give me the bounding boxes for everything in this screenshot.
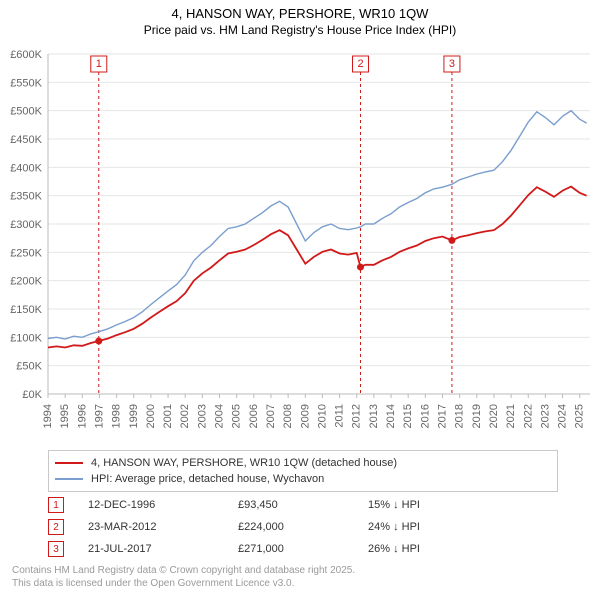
svg-text:1996: 1996: [76, 404, 88, 428]
svg-text:2013: 2013: [368, 404, 380, 428]
svg-text:£600K: £600K: [10, 49, 42, 61]
svg-text:3: 3: [449, 58, 455, 70]
svg-text:£250K: £250K: [10, 247, 42, 259]
sale-price: £271,000: [238, 543, 368, 555]
chart-legend: 4, HANSON WAY, PERSHORE, WR10 1QW (detac…: [48, 450, 558, 492]
svg-text:2015: 2015: [402, 404, 414, 428]
svg-text:2001: 2001: [162, 404, 174, 428]
svg-text:2023: 2023: [539, 404, 551, 428]
sale-marker-box: 1: [48, 497, 64, 513]
price-chart: £0K £50K £100K £150K £200K £250K £300K £350K £40…: [0, 48, 600, 444]
svg-text:£300K: £300K: [10, 219, 42, 231]
sale-marker-box: 3: [48, 541, 64, 557]
footer-line: This data is licensed under the Open Gov…: [12, 578, 588, 591]
svg-text:£100K: £100K: [10, 332, 42, 344]
svg-text:2022: 2022: [522, 404, 534, 428]
svg-text:£200K: £200K: [10, 276, 42, 288]
svg-text:1997: 1997: [93, 404, 105, 428]
sale-delta: 24% ↓ HPI: [368, 521, 488, 533]
svg-text:2: 2: [357, 58, 363, 70]
svg-text:2008: 2008: [282, 404, 294, 428]
svg-text:1994: 1994: [42, 404, 54, 428]
svg-text:£150K: £150K: [10, 304, 42, 316]
sale-delta: 15% ↓ HPI: [368, 499, 488, 511]
svg-text:2007: 2007: [265, 404, 277, 428]
sale-date: 23-MAR-2012: [88, 521, 238, 533]
legend-label: 4, HANSON WAY, PERSHORE, WR10 1QW (detac…: [91, 457, 397, 469]
table-row: 1 12-DEC-1996 £93,450 15% ↓ HPI: [48, 494, 558, 516]
svg-text:2014: 2014: [385, 404, 397, 428]
svg-text:£50K: £50K: [16, 361, 42, 373]
table-row: 2 23-MAR-2012 £224,000 24% ↓ HPI: [48, 516, 558, 538]
sale-marker-box: 2: [48, 519, 64, 535]
svg-text:2002: 2002: [179, 404, 191, 428]
svg-text:2006: 2006: [248, 404, 260, 428]
legend-swatch: [55, 478, 83, 480]
svg-text:1999: 1999: [128, 404, 140, 428]
svg-text:2025: 2025: [574, 404, 586, 428]
page-subtitle: Price paid vs. HM Land Registry's House …: [0, 23, 600, 37]
svg-text:£350K: £350K: [10, 191, 42, 203]
legend-row: HPI: Average price, detached house, Wych…: [55, 471, 551, 487]
svg-text:2009: 2009: [299, 404, 311, 428]
legend-label: HPI: Average price, detached house, Wych…: [91, 473, 324, 485]
svg-text:2020: 2020: [488, 404, 500, 428]
svg-text:2005: 2005: [231, 404, 243, 428]
svg-text:2010: 2010: [316, 404, 328, 428]
svg-text:1995: 1995: [59, 404, 71, 428]
legend-swatch: [55, 462, 83, 464]
page-title: 4, HANSON WAY, PERSHORE, WR10 1QW: [0, 6, 600, 23]
svg-text:2024: 2024: [557, 404, 569, 428]
svg-text:£500K: £500K: [10, 106, 42, 118]
sales-table: 1 12-DEC-1996 £93,450 15% ↓ HPI 2 23-MAR…: [48, 494, 558, 560]
svg-text:2021: 2021: [505, 404, 517, 428]
svg-text:2000: 2000: [145, 404, 157, 428]
svg-text:1: 1: [96, 58, 102, 70]
sale-delta: 26% ↓ HPI: [368, 543, 488, 555]
sale-date: 12-DEC-1996: [88, 499, 238, 511]
attribution-footer: Contains HM Land Registry data © Crown c…: [12, 565, 588, 590]
svg-text:2003: 2003: [196, 404, 208, 428]
sale-price: £224,000: [238, 521, 368, 533]
svg-text:£550K: £550K: [10, 77, 42, 89]
svg-text:2016: 2016: [419, 404, 431, 428]
footer-line: Contains HM Land Registry data © Crown c…: [12, 565, 588, 578]
svg-text:2011: 2011: [334, 404, 346, 428]
svg-text:£0K: £0K: [22, 389, 42, 401]
svg-text:2019: 2019: [471, 404, 483, 428]
legend-row: 4, HANSON WAY, PERSHORE, WR10 1QW (detac…: [55, 455, 551, 471]
svg-text:2018: 2018: [454, 404, 466, 428]
svg-text:2012: 2012: [351, 404, 363, 428]
svg-text:£400K: £400K: [10, 162, 42, 174]
svg-text:£450K: £450K: [10, 134, 42, 146]
sale-date: 21-JUL-2017: [88, 543, 238, 555]
table-row: 3 21-JUL-2017 £271,000 26% ↓ HPI: [48, 538, 558, 560]
sale-price: £93,450: [238, 499, 368, 511]
svg-text:2004: 2004: [214, 404, 226, 428]
svg-text:1998: 1998: [111, 404, 123, 428]
svg-text:2017: 2017: [436, 404, 448, 428]
